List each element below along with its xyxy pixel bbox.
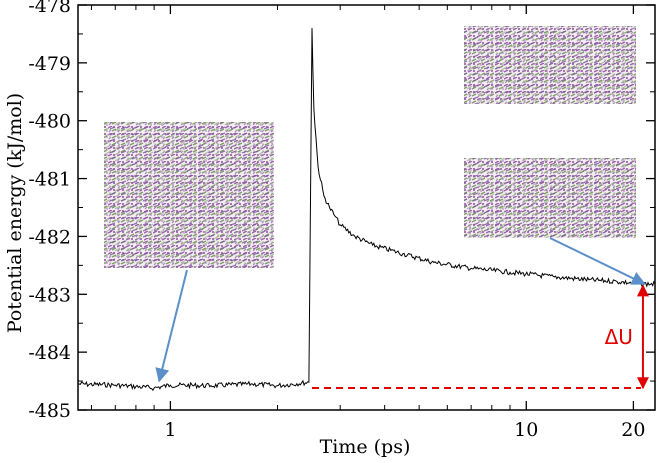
inset-arrow: [155, 269, 188, 383]
plot-frame: [77, 4, 656, 411]
x-axis-title: Time (ps): [320, 436, 411, 458]
y-tick-label: -485: [28, 400, 71, 422]
y-tick-label: -479: [28, 53, 71, 75]
y-tick-label: -480: [28, 111, 71, 133]
inset-right-structure: [464, 158, 636, 238]
y-tick-label: -482: [28, 226, 71, 248]
y-axis-title: Potential energy (kJ/mol): [4, 93, 26, 333]
x-tick-label: 1: [164, 419, 176, 441]
delta-u-label: ΔU: [605, 325, 633, 349]
y-tick-label: -483: [28, 284, 71, 306]
x-tick-label: 10: [514, 419, 538, 441]
y-tick-label: -484: [28, 342, 71, 364]
inset-arrow: [549, 237, 646, 285]
x-tick-label: 20: [621, 419, 645, 441]
series-group: [78, 28, 655, 392]
y-tick-label: -481: [28, 169, 71, 191]
series-line: [78, 28, 655, 392]
inset-top-right-structure: [464, 26, 636, 104]
axis-ticks: -485 -484 -483 -482 -481 -480 -479 -478 1 10 20: [28, 0, 655, 441]
annotation-arrows: ΔU: [155, 237, 649, 390]
y-tick-label: -478: [28, 0, 71, 17]
inset-left-structure: [104, 122, 274, 268]
